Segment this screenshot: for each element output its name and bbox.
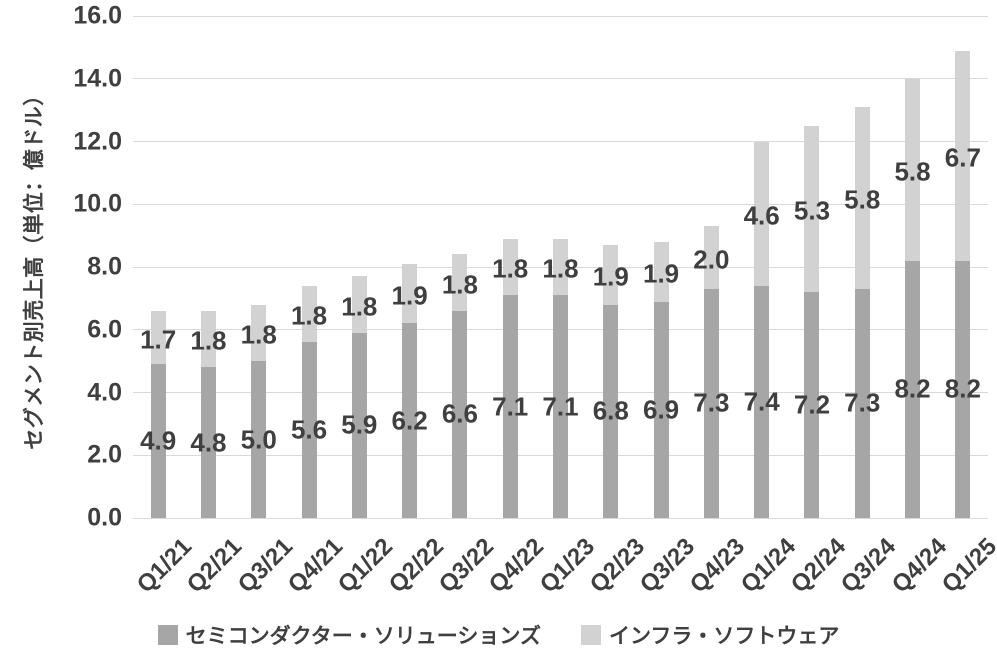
bar-segment-semiconductor-solutions	[502, 295, 518, 518]
value-label-infrastructure-software: 5.8	[894, 156, 931, 187]
value-label-semiconductor-solutions: 7.3	[693, 387, 730, 418]
value-label-infrastructure-software: 4.6	[743, 200, 780, 231]
plot-area: 4.9 1.7 4.8 1.8 5.0 1.8 5.6 1.8 5.9 1.8 6.2 1.9 6.6 1…	[133, 15, 988, 519]
legend-item-infrastructure-software: インフラ・ソフトウェア	[580, 620, 840, 650]
bar-segment-semiconductor-solutions	[653, 301, 669, 518]
bar-segment-infrastructure-software	[955, 50, 971, 261]
value-label-semiconductor-solutions: 6.6	[441, 398, 478, 429]
bar-segment-infrastructure-software	[502, 238, 518, 296]
bar-segment-semiconductor-solutions	[251, 361, 267, 518]
bar-segment-infrastructure-software	[200, 310, 216, 368]
legend: セミコンダクター・ソリューションズ インフラ・ソフトウェア	[0, 620, 997, 650]
bar-segment-semiconductor-solutions	[955, 260, 971, 518]
bar-segment-infrastructure-software	[402, 263, 418, 324]
bar-segment-infrastructure-software	[301, 285, 317, 343]
bar-segment-semiconductor-solutions	[200, 367, 216, 518]
gridline	[133, 78, 988, 80]
value-label-infrastructure-software: 2.0	[693, 244, 730, 275]
legend-swatch-infrastructure-software	[580, 625, 601, 645]
bar-segment-infrastructure-software	[351, 276, 367, 333]
y-tick-label: 0.0	[87, 503, 122, 532]
legend-item-semiconductor-solutions: セミコンダクター・ソリューションズ	[157, 620, 541, 650]
gridline	[133, 203, 988, 205]
value-label-infrastructure-software: 1.8	[341, 291, 378, 322]
legend-swatch-semiconductor-solutions	[157, 625, 178, 645]
bar-segment-infrastructure-software	[703, 226, 719, 289]
value-label-semiconductor-solutions: 8.2	[944, 373, 981, 404]
bar-segment-infrastructure-software	[452, 254, 468, 311]
value-label-semiconductor-solutions: 4.9	[140, 425, 177, 456]
bar-segment-semiconductor-solutions	[452, 310, 468, 518]
value-label-infrastructure-software: 1.9	[592, 261, 629, 292]
bar-segment-semiconductor-solutions	[905, 260, 921, 518]
value-label-semiconductor-solutions: 6.9	[643, 394, 680, 425]
value-label-semiconductor-solutions: 7.1	[542, 391, 579, 422]
value-label-infrastructure-software: 1.9	[391, 280, 428, 311]
value-label-infrastructure-software: 1.8	[441, 269, 478, 300]
bar-segment-semiconductor-solutions	[804, 292, 820, 518]
value-label-semiconductor-solutions: 7.3	[844, 387, 881, 418]
legend-label-semiconductor-solutions: セミコンダクター・ソリューションズ	[185, 625, 541, 648]
value-label-semiconductor-solutions: 7.1	[492, 391, 529, 422]
bar-segment-semiconductor-solutions	[351, 332, 367, 518]
bar-segment-infrastructure-software	[553, 238, 568, 296]
bar-segment-infrastructure-software	[603, 245, 619, 305]
bar-segment-semiconductor-solutions	[301, 342, 317, 518]
y-tick-label: 6.0	[87, 315, 122, 344]
value-label-infrastructure-software: 1.7	[140, 324, 177, 355]
y-tick-label: 12.0	[73, 127, 122, 155]
y-tick-label: 2.0	[87, 440, 122, 469]
bar-segment-infrastructure-software	[754, 141, 770, 286]
gridline	[133, 517, 988, 519]
value-label-infrastructure-software: 1.8	[542, 253, 579, 284]
value-label-infrastructure-software: 1.8	[240, 319, 277, 350]
value-label-semiconductor-solutions: 8.2	[894, 373, 931, 404]
bar-segment-semiconductor-solutions	[150, 364, 166, 518]
bar-segment-semiconductor-solutions	[703, 288, 719, 518]
value-label-semiconductor-solutions: 7.2	[793, 389, 831, 420]
bar-segment-infrastructure-software	[150, 310, 166, 365]
bar-segment-semiconductor-solutions	[402, 323, 418, 518]
value-label-semiconductor-solutions: 4.8	[190, 427, 227, 458]
bar-segment-semiconductor-solutions	[603, 304, 619, 518]
value-label-semiconductor-solutions: 6.2	[391, 405, 428, 436]
value-label-infrastructure-software: 1.9	[643, 258, 680, 289]
value-label-semiconductor-solutions: 5.6	[290, 414, 328, 445]
y-tick-label: 4.0	[87, 378, 122, 406]
bar-segment-semiconductor-solutions	[553, 295, 568, 518]
value-label-semiconductor-solutions: 7.4	[743, 386, 780, 417]
bar-segment-semiconductor-solutions	[754, 285, 770, 518]
value-label-infrastructure-software: 5.8	[844, 184, 881, 215]
y-tick-label: 8.0	[87, 252, 122, 281]
gridline	[133, 15, 988, 17]
value-label-infrastructure-software: 1.8	[190, 325, 227, 356]
value-label-infrastructure-software: 1.8	[492, 253, 529, 284]
bar-segment-infrastructure-software	[653, 241, 669, 302]
legend-label-infrastructure-software: インフラ・ソフトウェア	[608, 625, 840, 648]
bar-segment-infrastructure-software	[251, 304, 267, 362]
gridline	[133, 141, 988, 142]
y-tick-label: 16.0	[73, 1, 122, 30]
value-label-infrastructure-software: 1.8	[290, 300, 328, 331]
bar-segment-infrastructure-software	[905, 78, 921, 261]
y-tick-label: 10.0	[73, 189, 122, 218]
bar-segment-infrastructure-software	[804, 125, 820, 293]
y-tick-label: 14.0	[73, 64, 122, 93]
value-label-infrastructure-software: 5.3	[793, 195, 831, 226]
value-label-semiconductor-solutions: 5.0	[240, 424, 277, 455]
value-label-semiconductor-solutions: 6.8	[592, 395, 629, 426]
bar-segment-infrastructure-software	[854, 106, 870, 289]
bar-segment-semiconductor-solutions	[854, 288, 870, 518]
value-label-infrastructure-software: 6.7	[944, 142, 981, 173]
value-label-semiconductor-solutions: 5.9	[341, 409, 378, 440]
